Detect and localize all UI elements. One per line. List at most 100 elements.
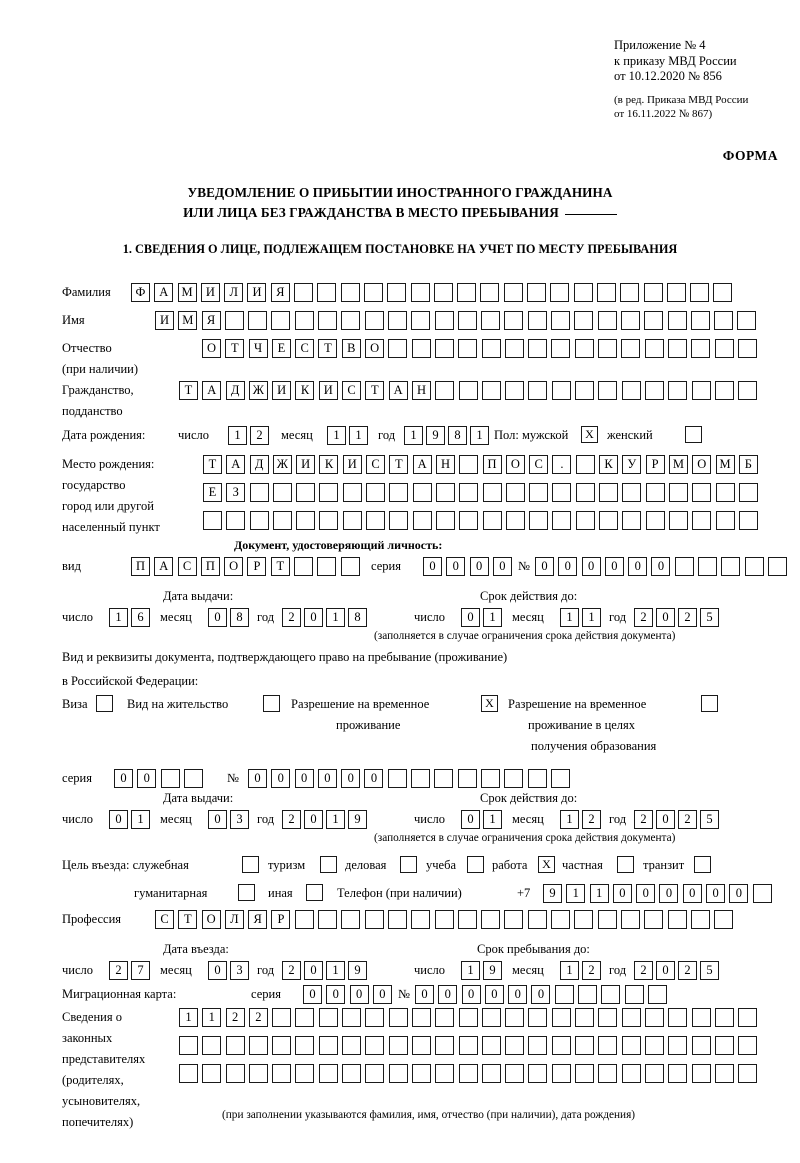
form-cell[interactable]: О	[692, 455, 712, 474]
form-cell[interactable]: 1	[327, 426, 346, 445]
form-cell[interactable]: 1	[109, 608, 128, 627]
form-cell[interactable]	[598, 1064, 618, 1083]
visa-checkbox[interactable]	[96, 695, 113, 712]
form-cell[interactable]: 2	[582, 961, 601, 980]
form-cell[interactable]	[575, 455, 595, 474]
form-cell[interactable]	[317, 283, 337, 302]
form-cell[interactable]	[505, 381, 525, 400]
form-cell[interactable]	[387, 283, 407, 302]
form-cell[interactable]: 1	[560, 608, 579, 627]
form-cell[interactable]: Е	[271, 339, 291, 358]
form-cell[interactable]	[342, 1008, 362, 1027]
form-cell[interactable]	[643, 283, 663, 302]
form-cell[interactable]: Т	[179, 381, 198, 400]
form-cell[interactable]: 1	[326, 961, 345, 980]
form-cell[interactable]: 5	[700, 608, 719, 627]
form-cell[interactable]: 9	[543, 884, 562, 903]
form-cell[interactable]: 0	[304, 961, 323, 980]
form-cell[interactable]: 2	[634, 608, 653, 627]
form-cell[interactable]	[691, 1036, 711, 1055]
form-cell[interactable]: 2	[678, 608, 697, 627]
form-cell[interactable]	[225, 1064, 245, 1083]
form-cell[interactable]	[620, 283, 640, 302]
form-cell[interactable]	[620, 311, 640, 330]
form-cell[interactable]: Б	[738, 455, 758, 474]
form-cell[interactable]	[624, 985, 644, 1004]
form-cell[interactable]	[457, 283, 477, 302]
form-cell[interactable]	[714, 311, 734, 330]
form-cell[interactable]: 1	[326, 810, 345, 829]
form-cell[interactable]	[752, 884, 772, 903]
purpose-humanitarian-checkbox[interactable]	[238, 884, 255, 901]
form-cell[interactable]: Т	[365, 381, 385, 400]
form-cell[interactable]	[668, 381, 688, 400]
form-cell[interactable]	[505, 1008, 525, 1027]
form-cell[interactable]	[387, 311, 407, 330]
form-cell[interactable]: 3	[230, 961, 249, 980]
form-cell[interactable]	[481, 1008, 501, 1027]
form-cell[interactable]	[529, 511, 549, 530]
form-cell[interactable]: М	[715, 455, 735, 474]
form-cell[interactable]	[434, 910, 454, 929]
form-cell[interactable]	[575, 1036, 595, 1055]
form-cell[interactable]: Ж	[272, 455, 292, 474]
purpose-other-checkbox[interactable]	[306, 884, 323, 901]
form-cell[interactable]: 0	[137, 769, 157, 788]
form-cell[interactable]	[388, 1036, 408, 1055]
form-cell[interactable]: 2	[582, 810, 601, 829]
form-cell[interactable]	[202, 1036, 222, 1055]
form-cell[interactable]: 7	[131, 961, 150, 980]
form-cell[interactable]	[527, 283, 547, 302]
form-cell[interactable]	[575, 1064, 595, 1083]
form-cell[interactable]	[644, 1036, 664, 1055]
form-cell[interactable]: 0	[729, 884, 749, 903]
form-cell[interactable]: В	[341, 339, 361, 358]
form-cell[interactable]	[389, 511, 409, 530]
form-cell[interactable]	[715, 511, 735, 530]
form-cell[interactable]: 2	[678, 810, 697, 829]
form-cell[interactable]: А	[412, 455, 432, 474]
form-cell[interactable]: 0	[423, 557, 442, 576]
form-cell[interactable]	[294, 311, 314, 330]
birthplace-row-3[interactable]	[203, 511, 758, 530]
form-cell[interactable]	[295, 1036, 315, 1055]
form-cell[interactable]	[668, 511, 688, 530]
form-cell[interactable]	[411, 910, 431, 929]
form-cell[interactable]: 1	[589, 884, 609, 903]
form-cell[interactable]	[575, 483, 595, 502]
form-cell[interactable]: 0	[682, 884, 702, 903]
form-cell[interactable]	[550, 769, 570, 788]
form-cell[interactable]: Т	[203, 455, 222, 474]
form-cell[interactable]: 2	[250, 426, 269, 445]
form-cell[interactable]: Т	[389, 455, 409, 474]
form-cell[interactable]: И	[272, 381, 292, 400]
form-cell[interactable]	[481, 311, 501, 330]
form-cell[interactable]: С	[155, 910, 174, 929]
form-cell[interactable]	[481, 381, 501, 400]
form-cell[interactable]	[667, 311, 687, 330]
form-cell[interactable]	[249, 483, 269, 502]
form-cell[interactable]	[721, 557, 741, 576]
form-cell[interactable]: 0	[446, 557, 466, 576]
form-cell[interactable]: С	[529, 455, 549, 474]
form-cell[interactable]	[225, 1036, 245, 1055]
form-cell[interactable]: 2	[282, 961, 301, 980]
form-cell[interactable]	[714, 1036, 734, 1055]
form-cell[interactable]	[620, 910, 640, 929]
form-cell[interactable]: 1	[461, 961, 480, 980]
form-cell[interactable]: 6	[131, 608, 150, 627]
form-cell[interactable]	[183, 769, 203, 788]
form-cell[interactable]	[342, 1036, 362, 1055]
form-cell[interactable]: 0	[109, 810, 128, 829]
